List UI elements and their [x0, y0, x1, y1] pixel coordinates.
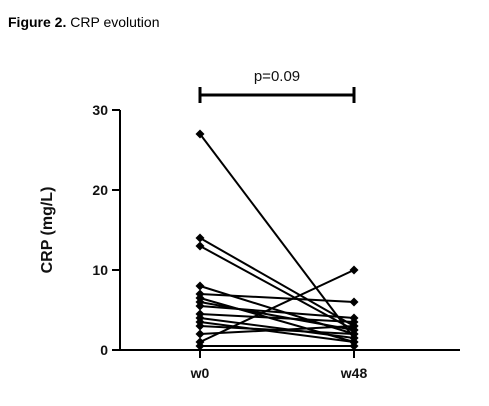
y-axis-title: CRP (mg/L) — [39, 187, 56, 274]
x-tick-label-w48: w48 — [340, 365, 368, 381]
point-w0-4 — [195, 281, 205, 291]
point-w0-12 — [195, 321, 205, 331]
subject-line-14 — [199, 269, 355, 343]
significance-annotation: p=0.09 — [198, 68, 356, 103]
figure-caption: Figure 2. CRP evolution — [8, 14, 160, 30]
series-lines — [199, 133, 355, 347]
point-w0-8 — [195, 301, 205, 311]
subject-line-13 — [199, 325, 355, 335]
subject-line-7 — [199, 301, 355, 331]
point-w48-14 — [349, 265, 359, 275]
y-tick-label: 10 — [92, 262, 108, 278]
subject-line-1 — [199, 133, 355, 339]
point-w48-5 — [349, 297, 359, 307]
x-tick-label-w0: w0 — [190, 365, 210, 381]
point-w0-13 — [195, 329, 205, 339]
point-w48-15 — [349, 341, 359, 351]
y-tick-label: 0 — [100, 342, 108, 358]
series-markers — [195, 129, 359, 351]
y-tick-label: 30 — [92, 102, 108, 118]
figure-caption-text: CRP evolution — [66, 14, 160, 30]
subject-line-9 — [199, 313, 355, 323]
subject-line-10 — [199, 317, 355, 339]
subject-line-8 — [199, 305, 355, 319]
axes: 0 10 20 30 w0 w48 CRP (mg/L) — [39, 102, 460, 381]
point-w0-3 — [195, 241, 205, 251]
subject-line-5 — [199, 293, 355, 303]
point-w0-1 — [195, 129, 205, 139]
point-w0-15 — [195, 341, 205, 351]
p-value-label: p=0.09 — [254, 68, 300, 85]
point-w48-12 — [349, 329, 359, 339]
point-w0-2 — [195, 233, 205, 243]
subject-line-2 — [199, 237, 355, 327]
point-w48-13 — [349, 321, 359, 331]
y-tick-label: 20 — [92, 182, 108, 198]
subject-line-11 — [199, 321, 355, 343]
figure-caption-label: Figure 2. — [8, 14, 67, 30]
